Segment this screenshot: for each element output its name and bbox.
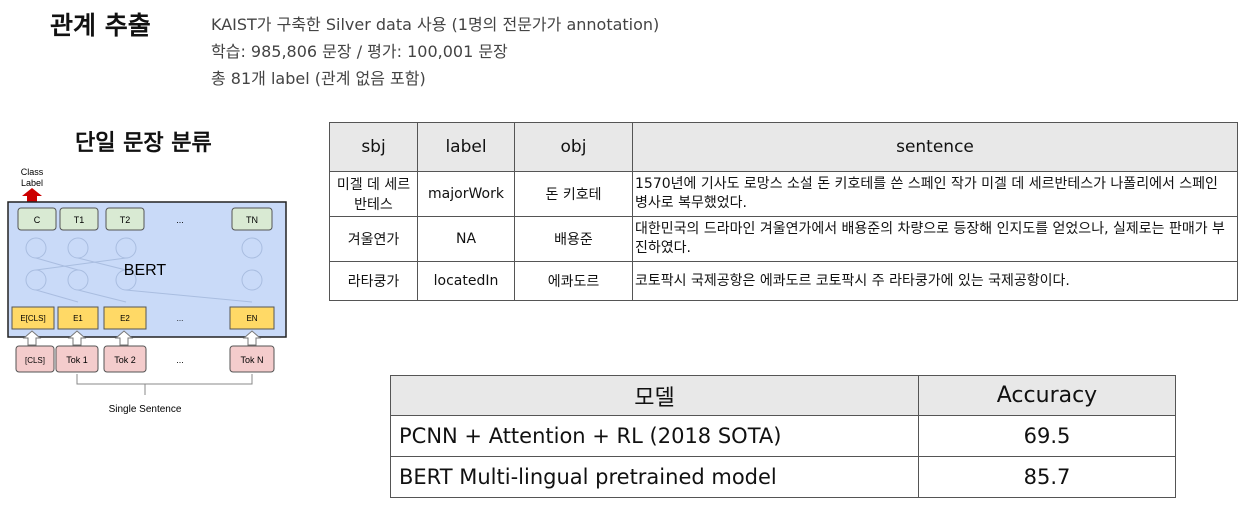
input-token-box <box>15 345 55 373</box>
table-cell: NA <box>417 216 515 262</box>
table-cell: 에콰도르 <box>514 261 633 301</box>
table-cell: 미겔 데 세르반테스 <box>329 171 418 217</box>
accuracy-cell: 69.5 <box>918 415 1176 457</box>
embedding-label: E2 <box>120 314 130 323</box>
token-output-label: TN <box>246 215 258 225</box>
network-nodes <box>25 237 263 303</box>
column-header: sentence <box>632 122 1238 172</box>
input-token-label: Tok N <box>240 355 263 365</box>
table-cell: majorWork <box>417 171 515 217</box>
model-name: BERT <box>124 262 167 279</box>
token-output-box <box>105 207 145 231</box>
token-output-box <box>17 207 57 231</box>
input-token-label: Tok 1 <box>66 355 88 365</box>
embedding-box <box>103 306 147 330</box>
token-output-label: T2 <box>120 215 131 225</box>
dataset-info: KAIST가 구축한 Silver data 사용 (1명의 전문가가 anno… <box>211 11 659 92</box>
info-line: 학습: 985,806 문장 / 평가: 100,001 문장 <box>211 42 508 61</box>
table-cell: 배용준 <box>514 216 633 262</box>
table-row: BERT Multi-lingual pretrained model 85.7 <box>390 456 1176 498</box>
bert-diagram: Class Label BERT C T1 T2 ... TN E[CLS] E… <box>7 167 287 415</box>
token-output-label: T1 <box>74 215 85 225</box>
class-label-text: Class <box>21 167 44 177</box>
input-token-box <box>229 345 275 373</box>
embedding-label: ... <box>177 314 184 323</box>
embedding-box <box>11 306 55 330</box>
table-cell: 돈 키호테 <box>514 171 633 217</box>
column-header: sbj <box>329 122 418 172</box>
sentence-label: Single Sentence <box>109 404 182 415</box>
class-label-text: Label <box>21 178 43 188</box>
model-cell: PCNN + Attention + RL (2018 SOTA) <box>390 415 919 457</box>
embedding-box <box>229 306 275 330</box>
model-cell: BERT Multi-lingual pretrained model <box>390 456 919 498</box>
table-row: 겨울연가 NA 배용준 대한민국의 드라마인 겨울연가에서 배용준의 차량으로 … <box>329 216 1238 262</box>
table-row: 미겔 데 세르반테스 majorWork 돈 키호테 1570년에 기사도 로망… <box>329 171 1238 217</box>
table-cell: locatedIn <box>417 261 515 301</box>
table-row: 라타쿵가 locatedIn 에콰도르 코토팍시 국제공항은 에콰도르 코토팍시… <box>329 261 1238 301</box>
embedding-label: E[CLS] <box>20 314 45 323</box>
table-row: PCNN + Attention + RL (2018 SOTA) 69.5 <box>390 415 1176 457</box>
input-token-label: Tok 2 <box>114 355 136 365</box>
token-output-box <box>59 207 99 231</box>
diagram-heading: 단일 문장 분류 <box>75 131 212 156</box>
column-header: 모델 <box>390 375 919 416</box>
table-cell: 라타쿵가 <box>329 261 418 301</box>
relation-table: sbj label obj sentence 미겔 데 세르반테스 majorW… <box>329 122 1238 301</box>
table-cell: 1570년에 기사도 로망스 소설 돈 키호테를 쓴 스페인 작가 미겔 데 세… <box>632 171 1238 217</box>
column-header: label <box>417 122 515 172</box>
input-token-label: [CLS] <box>25 356 45 365</box>
column-header: Accuracy <box>918 375 1176 416</box>
input-arrows <box>22 330 262 346</box>
accuracy-cell: 85.7 <box>918 456 1176 498</box>
column-header: obj <box>514 122 633 172</box>
table-header-row: 모델 Accuracy <box>390 375 1176 416</box>
input-token-box <box>55 345 99 373</box>
output-arrow-icon <box>22 188 42 202</box>
embedding-label: E1 <box>73 314 83 323</box>
table-cell: 대한민국의 드라마인 겨울연가에서 배용준의 차량으로 등장해 인지도를 얻었으… <box>632 216 1238 262</box>
table-header-row: sbj label obj sentence <box>329 122 1238 172</box>
info-line: KAIST가 구축한 Silver data 사용 (1명의 전문가가 anno… <box>211 15 660 34</box>
table-cell: 코토팍시 국제공항은 에콰도르 코토팍시 주 라타쿵가에 있는 국제공항이다. <box>632 261 1238 301</box>
info-line: 총 81개 label (관계 없음 포함) <box>211 69 426 88</box>
accuracy-table: 모델 Accuracy PCNN + Attention + RL (2018 … <box>390 375 1176 498</box>
token-output-label: ... <box>176 215 184 225</box>
input-token-box <box>103 345 147 373</box>
sentence-bracket <box>76 374 253 395</box>
input-token-label: ... <box>176 355 184 365</box>
token-output-label: C <box>34 215 41 225</box>
embedding-box <box>57 306 99 330</box>
table-cell: 겨울연가 <box>329 216 418 262</box>
page-title: 관계 추출 <box>50 11 151 40</box>
embedding-label: EN <box>246 314 257 323</box>
token-output-box <box>231 207 273 231</box>
